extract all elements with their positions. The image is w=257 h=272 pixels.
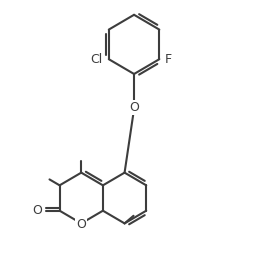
Text: F: F [164,53,171,66]
Text: O: O [129,101,139,114]
Text: O: O [32,204,42,217]
Text: O: O [76,218,86,231]
Text: Cl: Cl [90,53,103,66]
